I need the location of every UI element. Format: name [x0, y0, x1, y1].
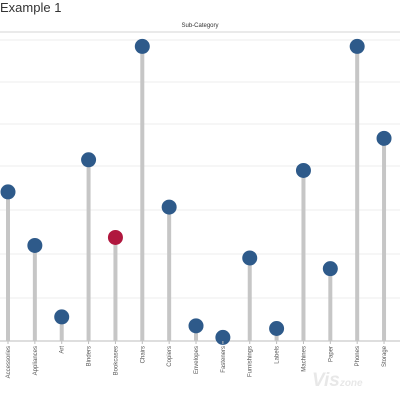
x-tick-label: Bookcases	[113, 346, 119, 375]
x-tick-label: Copiers	[167, 346, 173, 367]
x-tick-label: Fasteners	[221, 346, 227, 373]
x-tick-label: Machines	[301, 346, 307, 372]
x-tick-label: Labels	[275, 346, 281, 364]
lollipop-dot	[188, 318, 204, 334]
x-tick-label: Accessories	[6, 346, 12, 378]
lollipop-dot	[81, 152, 97, 168]
x-tick-label: Binders	[87, 346, 93, 366]
lollipop-dot	[161, 199, 177, 215]
chart-title: Example 1	[0, 0, 62, 15]
lollipop-dot	[269, 321, 285, 337]
x-tick-label: Appliances	[33, 346, 39, 375]
lollipop-dot	[376, 130, 392, 146]
lollipop-dot	[242, 250, 258, 266]
x-tick-label: Chairs	[140, 346, 146, 363]
column-header: Sub-Category	[181, 23, 219, 29]
lollipop-dot	[0, 184, 16, 200]
lollipop-dot	[134, 38, 150, 54]
x-tick-label: Phones	[355, 346, 361, 366]
x-tick-label: Paper	[328, 346, 334, 362]
lollipop-dot	[322, 261, 338, 277]
x-tick-label: Envelopes	[194, 346, 200, 374]
x-tick-label: Furnishings	[248, 346, 254, 377]
lollipop-dot	[349, 38, 365, 54]
lollipop-dot-highlight	[107, 229, 123, 245]
watermark-logo: Viszone	[312, 370, 363, 391]
lollipop-dot	[54, 309, 70, 325]
lollipop-dot	[27, 237, 43, 253]
x-tick-label: Art	[60, 346, 66, 354]
lollipop-dot	[215, 329, 231, 345]
lollipop-dot	[295, 162, 311, 178]
x-tick-label: Storage	[382, 345, 388, 367]
